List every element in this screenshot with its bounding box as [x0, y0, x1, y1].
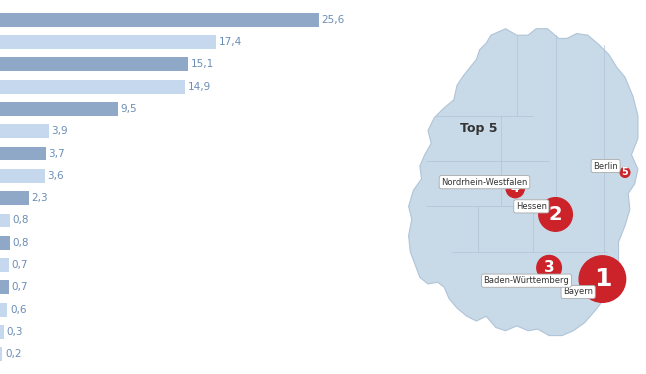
Text: Nordrhein-Westfalen: Nordrhein-Westfalen — [441, 178, 528, 187]
Bar — [0, 169, 45, 183]
Text: 14,9: 14,9 — [188, 82, 211, 92]
Bar — [0, 147, 46, 160]
Bar — [0, 102, 118, 116]
Bar — [0, 280, 8, 294]
Bar — [0, 325, 4, 339]
Text: 0,2: 0,2 — [5, 349, 21, 359]
Circle shape — [537, 255, 561, 280]
Circle shape — [506, 180, 524, 198]
Polygon shape — [409, 29, 638, 335]
Text: 9,5: 9,5 — [121, 104, 138, 114]
Text: 3,9: 3,9 — [51, 126, 68, 136]
Bar — [0, 236, 10, 250]
Bar — [0, 347, 3, 361]
Text: 0,7: 0,7 — [11, 260, 28, 270]
Text: 3,7: 3,7 — [48, 148, 65, 159]
Text: 5: 5 — [621, 168, 629, 178]
Text: 4: 4 — [511, 182, 519, 195]
Text: 17,4: 17,4 — [219, 37, 242, 47]
Text: 0,6: 0,6 — [10, 305, 26, 315]
Text: Top 5: Top 5 — [460, 122, 498, 135]
Text: 0,7: 0,7 — [11, 282, 28, 292]
Bar — [0, 58, 188, 71]
Bar — [0, 214, 10, 227]
Bar — [0, 80, 185, 94]
Text: 2,3: 2,3 — [31, 193, 48, 203]
Text: 2: 2 — [548, 205, 563, 224]
Text: Hessen: Hessen — [516, 202, 547, 211]
Text: 0,3: 0,3 — [6, 327, 23, 337]
Circle shape — [620, 168, 630, 177]
Text: 1: 1 — [594, 267, 611, 291]
Bar — [0, 35, 216, 49]
Bar — [0, 303, 8, 316]
Bar — [0, 258, 8, 272]
Text: 15,1: 15,1 — [191, 59, 214, 69]
Text: 0,8: 0,8 — [12, 215, 29, 226]
Text: Baden-Württemberg: Baden-Württemberg — [484, 276, 569, 285]
Text: Berlin: Berlin — [593, 162, 618, 171]
Circle shape — [579, 256, 625, 302]
Text: 3,6: 3,6 — [47, 171, 64, 181]
Circle shape — [539, 198, 572, 231]
Text: 25,6: 25,6 — [321, 15, 344, 25]
Bar — [0, 124, 48, 138]
Text: Bayern: Bayern — [563, 288, 593, 297]
Bar — [0, 13, 318, 27]
Text: 0,8: 0,8 — [12, 238, 29, 248]
Text: 3: 3 — [544, 260, 554, 275]
Bar — [0, 191, 28, 205]
